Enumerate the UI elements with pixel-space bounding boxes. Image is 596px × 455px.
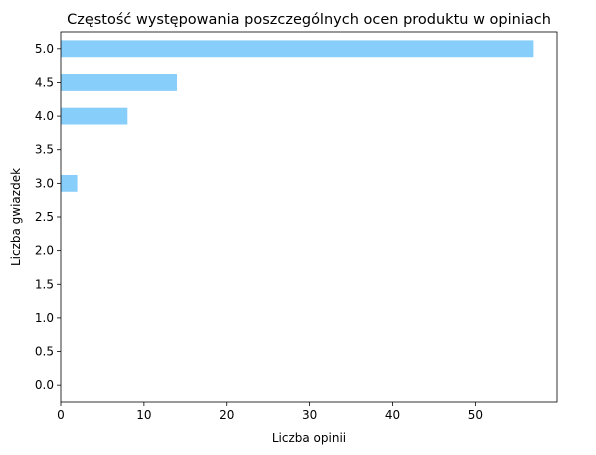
y-tick-label: 1.5 [35, 277, 54, 291]
y-tick-label: 3.0 [35, 176, 54, 190]
chart-title: Częstość występowania poszczególnych oce… [67, 12, 551, 28]
y-tick-label: 0.5 [35, 345, 54, 359]
y-tick-label: 5.0 [35, 42, 54, 56]
bar-4.0 [61, 107, 128, 125]
bar-4.5 [61, 74, 178, 91]
x-tick-label: 0 [57, 408, 65, 422]
x-axis-ticks: 0 10 20 30 40 50 [57, 402, 483, 422]
y-tick-label: 2.5 [35, 210, 54, 224]
y-axis-ticks: 0.0 0.5 1.0 1.5 2.0 2.5 3.0 3.5 4.0 4.5 5.0 [35, 42, 61, 392]
y-axis-label: Liczba gwiazdek [9, 168, 23, 266]
y-tick-label: 0.0 [35, 378, 54, 392]
bar-3.0 [61, 174, 78, 192]
y-tick-label: 2.0 [35, 244, 54, 258]
y-tick-label: 3.5 [35, 143, 54, 157]
x-tick-label: 40 [385, 408, 400, 422]
bar-5.0 [61, 40, 534, 58]
y-tick-label: 1.0 [35, 311, 54, 325]
x-tick-label: 10 [136, 408, 151, 422]
x-tick-label: 50 [468, 408, 483, 422]
y-tick-label: 4.0 [35, 109, 54, 123]
bars-group [61, 40, 534, 192]
x-tick-label: 20 [219, 408, 234, 422]
y-tick-label: 4.5 [35, 75, 54, 89]
x-tick-label: 30 [302, 408, 317, 422]
x-axis-label: Liczba opinii [272, 431, 346, 445]
